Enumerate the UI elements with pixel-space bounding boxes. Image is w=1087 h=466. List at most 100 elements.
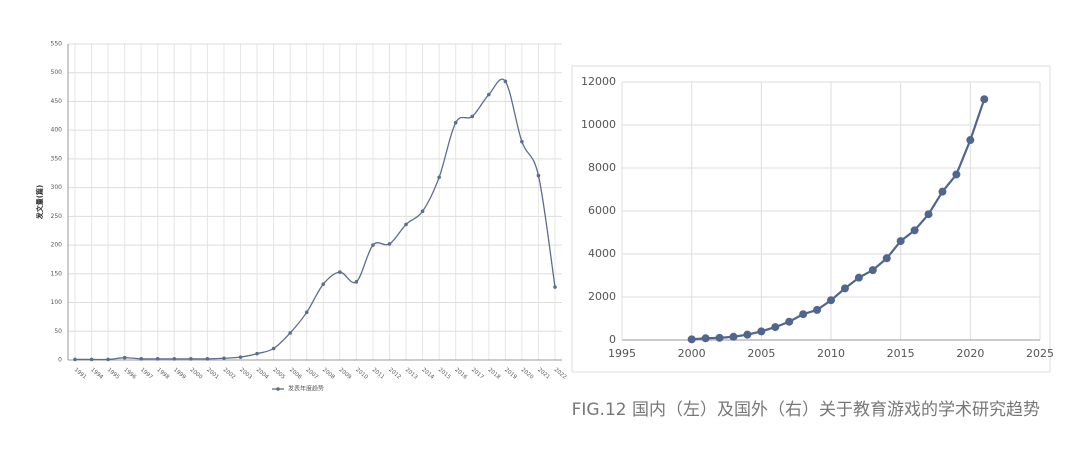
data-point [255, 351, 259, 356]
data-point [304, 310, 309, 315]
y-axis-label: 发文量(篇) [35, 185, 44, 220]
x-tick-label: 1999 [172, 367, 187, 381]
data-point [729, 332, 738, 341]
data-point [799, 310, 808, 319]
x-tick-label: 2007 [304, 367, 319, 381]
data-point [189, 357, 193, 361]
data-point [89, 357, 94, 362]
y-tick-label: 8000 [588, 161, 616, 174]
x-tick-label: 2018 [487, 367, 502, 381]
data-point [486, 92, 491, 97]
x-tick-label: 2010 [817, 347, 845, 360]
data-point [827, 296, 835, 305]
x-tick-label: 1994 [89, 367, 104, 381]
data-point [321, 282, 326, 286]
data-point [73, 357, 77, 362]
data-point [701, 334, 710, 343]
data-point [980, 95, 989, 104]
data-point [288, 331, 292, 335]
data-point [854, 273, 863, 282]
data-point [938, 187, 947, 196]
data-point [882, 254, 891, 263]
data-point [952, 170, 961, 179]
x-tick-label: 2005 [271, 367, 286, 381]
x-tick-label: 2025 [1026, 347, 1054, 360]
right-frame [571, 65, 1051, 373]
y-tick-label: 6000 [588, 204, 616, 217]
x-tick-label: 2010 [354, 367, 369, 381]
data-point [536, 173, 541, 178]
x-tick-label: 2005 [747, 347, 775, 360]
y-tick-label: 12000 [581, 75, 616, 88]
x-tick-label: 2004 [255, 367, 270, 381]
data-point [338, 270, 342, 274]
data-point [387, 242, 392, 246]
y-tick-label: 500 [51, 69, 63, 76]
y-tick-label: 2000 [588, 290, 616, 303]
x-tick-label: 2000 [678, 347, 706, 360]
x-tick-label: 2001 [205, 367, 220, 381]
legend-label: 发表年度趋势 [288, 385, 324, 393]
data-point [896, 237, 905, 246]
data-point [553, 285, 557, 289]
x-tick-label: 2003 [238, 367, 253, 381]
x-tick-label: 2012 [387, 367, 402, 381]
x-tick-label: 1991 [73, 367, 88, 381]
data-point [238, 355, 243, 359]
data-point [840, 284, 849, 293]
y-tick-label: 4000 [588, 247, 616, 260]
data-point [453, 120, 458, 125]
data-point [715, 333, 724, 342]
x-tick-label: 2021 [536, 367, 551, 381]
y-tick-label: 0 [58, 357, 62, 364]
caption: FIG.12 国内（左）及国外（右）关于教育游戏的学术研究趋势 [572, 400, 1040, 420]
data-point [122, 355, 127, 360]
y-tick-label: 200 [51, 242, 63, 249]
data-point [271, 346, 276, 351]
series-line [691, 98, 986, 341]
y-tick-label: 550 [51, 41, 63, 48]
data-point [139, 357, 144, 361]
x-tick-label: 2017 [470, 367, 485, 381]
x-tick-label: 2011 [371, 367, 386, 381]
data-point [222, 356, 226, 361]
x-tick-label: 2009 [338, 367, 353, 381]
data-point [785, 317, 794, 326]
y-tick-label: 450 [51, 98, 63, 105]
data-point [910, 226, 919, 235]
x-tick-label: 2015 [437, 367, 452, 381]
x-tick-label: 2019 [503, 367, 518, 381]
y-tick-label: 50 [54, 328, 62, 335]
y-tick-label: 100 [51, 299, 63, 306]
y-tick-label: 10000 [581, 118, 616, 131]
data-point [503, 79, 508, 84]
data-point [106, 357, 110, 362]
x-tick-label: 2006 [288, 367, 303, 381]
y-tick-label: 150 [51, 270, 63, 277]
x-tick-label: 2015 [887, 347, 915, 360]
data-point [771, 323, 780, 332]
x-tick-label: 2016 [453, 367, 468, 381]
x-tick-label: 2020 [520, 367, 535, 381]
x-tick-label: 1995 [106, 367, 121, 381]
x-tick-label: 1995 [608, 347, 636, 360]
data-point [868, 266, 877, 275]
data-point [757, 327, 766, 336]
data-point [404, 222, 408, 227]
x-tick-label: 2022 [553, 367, 568, 381]
x-tick-label: 2000 [189, 367, 204, 381]
x-tick-label: 1998 [156, 367, 171, 381]
x-tick-label: 1997 [139, 367, 154, 381]
data-point [205, 357, 210, 361]
x-tick-label: 2008 [321, 367, 336, 381]
x-tick-label: 2020 [956, 347, 984, 360]
y-tick-label: 0 [609, 333, 616, 346]
y-tick-label: 400 [51, 127, 63, 134]
data-point [437, 175, 441, 180]
y-tick-label: 350 [51, 155, 63, 162]
data-point [966, 136, 975, 145]
data-point [470, 114, 475, 119]
x-tick-label: 1996 [122, 367, 137, 381]
x-tick-label: 2014 [420, 367, 435, 381]
